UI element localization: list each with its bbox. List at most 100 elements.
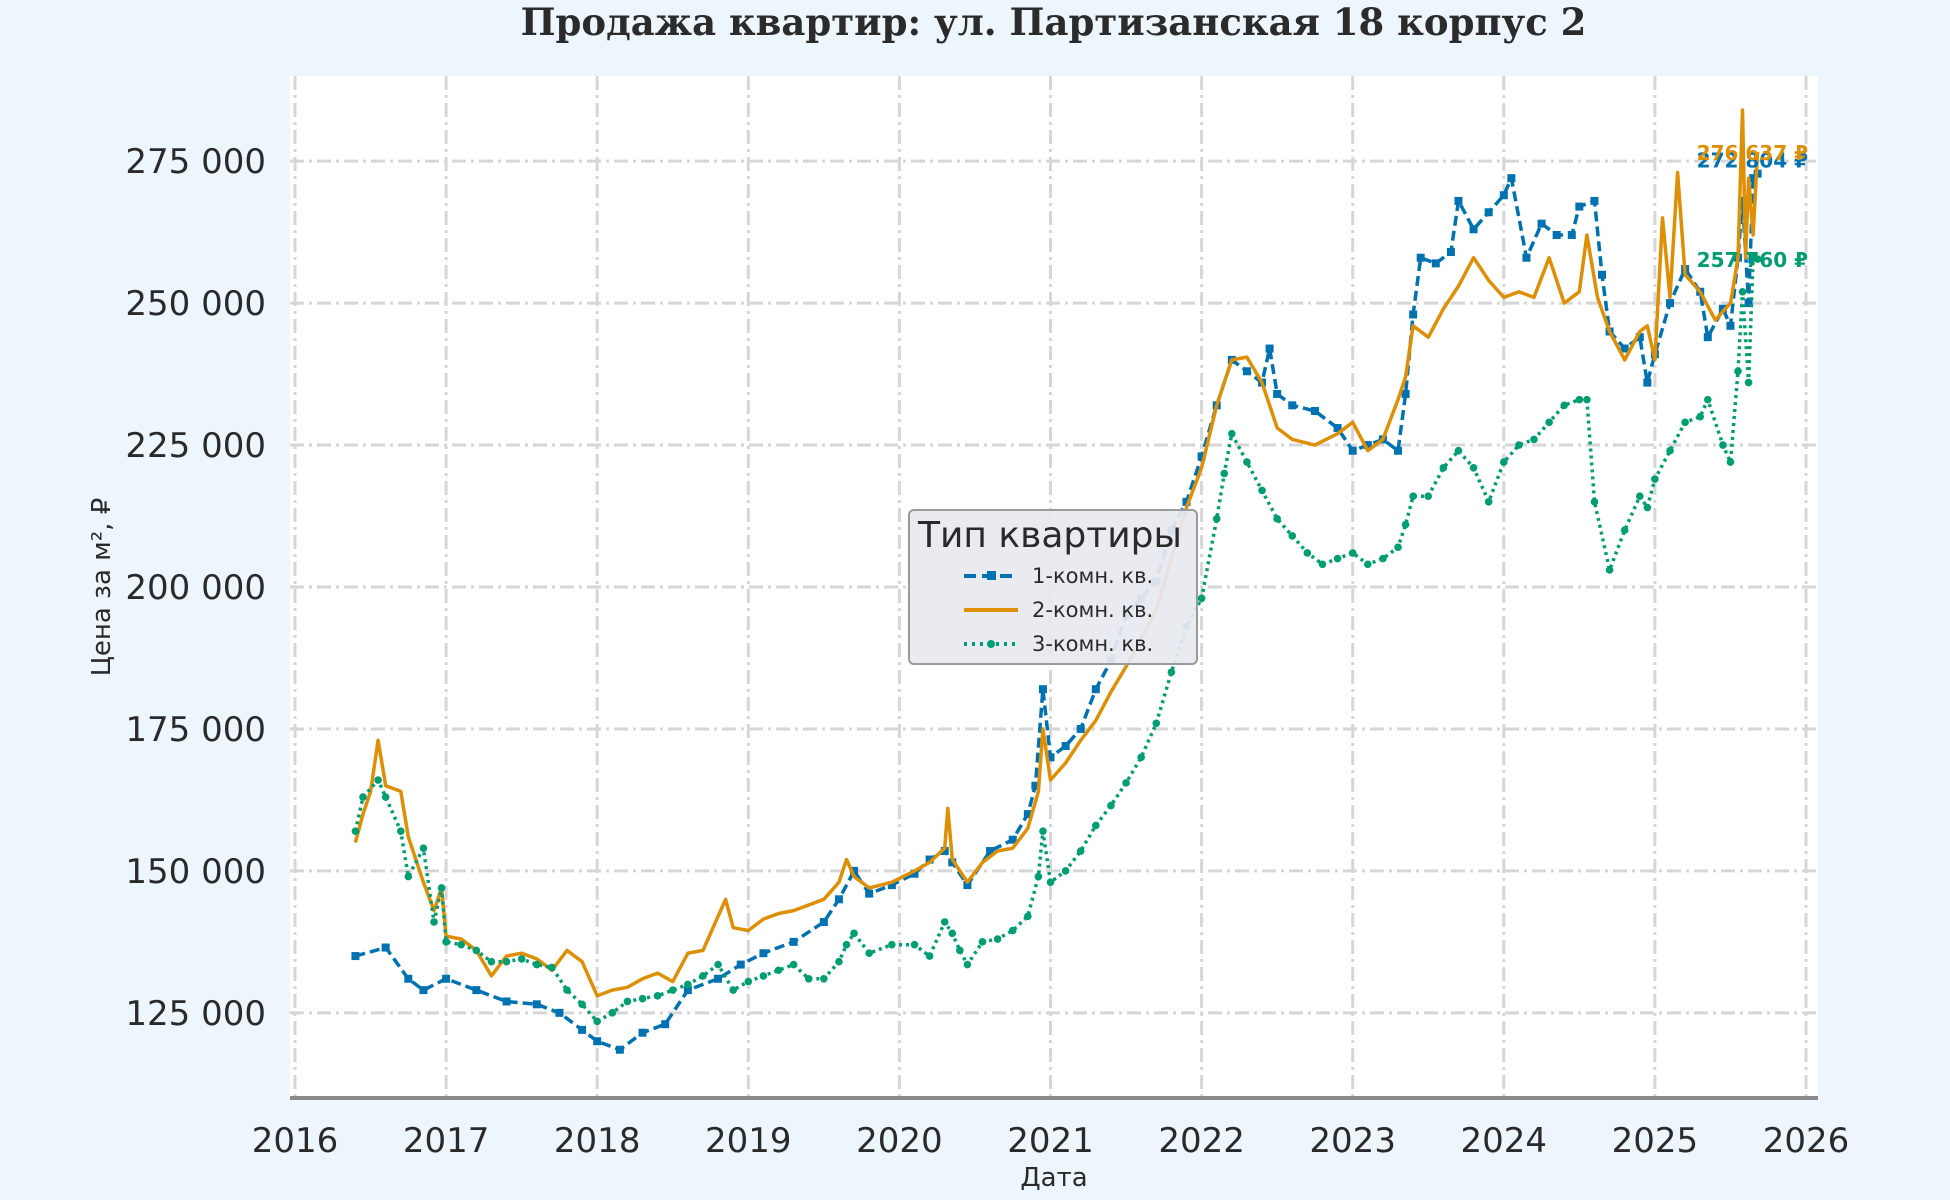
legend-title: Тип квартиры	[918, 515, 1182, 556]
legend-swatch-3room	[964, 640, 1018, 648]
series-layer	[351, 108, 1762, 1054]
series-point	[986, 847, 995, 856]
series-point	[1431, 259, 1440, 268]
series-point	[1409, 310, 1418, 319]
x-tick-label: 2019	[705, 1121, 792, 1161]
series-point	[1348, 549, 1357, 557]
series-point	[1258, 486, 1266, 495]
series-point	[683, 986, 692, 995]
series-point	[1092, 821, 1100, 830]
series-point	[1023, 810, 1032, 819]
series-point	[1635, 492, 1644, 500]
series-point	[865, 889, 874, 898]
series-point	[502, 957, 511, 966]
series-point	[819, 917, 828, 926]
y-tick-label: 125 000	[125, 994, 266, 1034]
legend-swatch-1room	[964, 571, 1018, 580]
series-point	[1401, 520, 1410, 529]
y-tick-label: 225 000	[125, 426, 266, 466]
series-point	[789, 960, 798, 969]
series-point	[1605, 566, 1614, 574]
series-point	[850, 866, 859, 875]
series-point	[910, 869, 919, 878]
series-point	[548, 963, 556, 972]
series-point	[1620, 526, 1629, 535]
series-point	[948, 929, 957, 938]
series-point	[684, 980, 692, 989]
series-point	[1212, 515, 1221, 523]
series-point	[978, 938, 987, 946]
series-point	[1635, 333, 1644, 342]
series-point	[835, 957, 843, 966]
series-point	[887, 881, 896, 890]
series-point	[1034, 872, 1043, 881]
x-tick-label: 2025	[1612, 1121, 1699, 1161]
series-point	[1318, 560, 1327, 569]
series-point	[615, 1045, 624, 1054]
series-point	[1038, 685, 1047, 694]
series-point	[381, 793, 390, 801]
series-point	[729, 986, 737, 994]
series-point	[1744, 299, 1753, 308]
series-point	[1182, 497, 1191, 506]
series-point	[714, 960, 722, 969]
series-point	[472, 946, 481, 955]
series-point	[1666, 446, 1674, 455]
series-point	[419, 986, 428, 995]
series-point	[850, 929, 858, 938]
x-tick-label: 2020	[856, 1121, 943, 1161]
series-point	[842, 940, 851, 949]
series-point	[1590, 196, 1599, 205]
series-point	[1333, 424, 1342, 433]
series-point	[1061, 741, 1070, 750]
series-point	[1379, 554, 1387, 563]
series-point	[963, 960, 972, 969]
series-point	[1273, 515, 1281, 523]
series-point	[1507, 174, 1516, 183]
series-point	[404, 974, 413, 983]
x-tick-label: 2018	[554, 1121, 641, 1161]
series-point	[1243, 458, 1251, 466]
series-point	[1008, 835, 1017, 844]
x-tick-label: 2026	[1763, 1121, 1850, 1161]
series-point	[593, 1037, 602, 1046]
series-point	[668, 986, 677, 994]
series-point	[1552, 230, 1561, 239]
series-point	[381, 943, 390, 952]
series-point	[736, 960, 745, 969]
series-point	[774, 966, 783, 975]
series-point	[1484, 208, 1493, 217]
series-point	[1107, 801, 1115, 810]
series-point	[940, 918, 949, 926]
series-point	[1738, 287, 1747, 296]
series-point	[789, 937, 798, 946]
series-point	[555, 1008, 564, 1017]
series-point	[653, 992, 662, 1000]
series-point	[532, 960, 541, 969]
series-point	[1530, 435, 1538, 444]
legend-label-2room: 2-комн. кв.	[1032, 598, 1154, 622]
series-point	[1439, 463, 1448, 472]
series-point	[1197, 594, 1206, 603]
series-point	[1416, 253, 1425, 262]
series-point	[1469, 225, 1478, 234]
series-point	[1643, 378, 1652, 387]
series-point	[1122, 779, 1130, 787]
series-point	[714, 974, 723, 983]
series-point	[472, 986, 481, 995]
series-point	[430, 918, 438, 926]
series-point	[1454, 196, 1463, 205]
series-point	[1401, 389, 1410, 398]
series-point	[1696, 412, 1705, 421]
series-point	[1726, 321, 1735, 330]
series-point	[744, 977, 753, 986]
series-point	[1583, 395, 1591, 404]
series-point	[1167, 668, 1176, 676]
series-point	[1681, 418, 1689, 427]
series-point	[1424, 492, 1433, 500]
series-point	[419, 844, 428, 852]
series-point	[1749, 174, 1758, 183]
series-point	[442, 974, 451, 983]
series-point	[910, 940, 919, 949]
series-point	[1734, 367, 1742, 376]
